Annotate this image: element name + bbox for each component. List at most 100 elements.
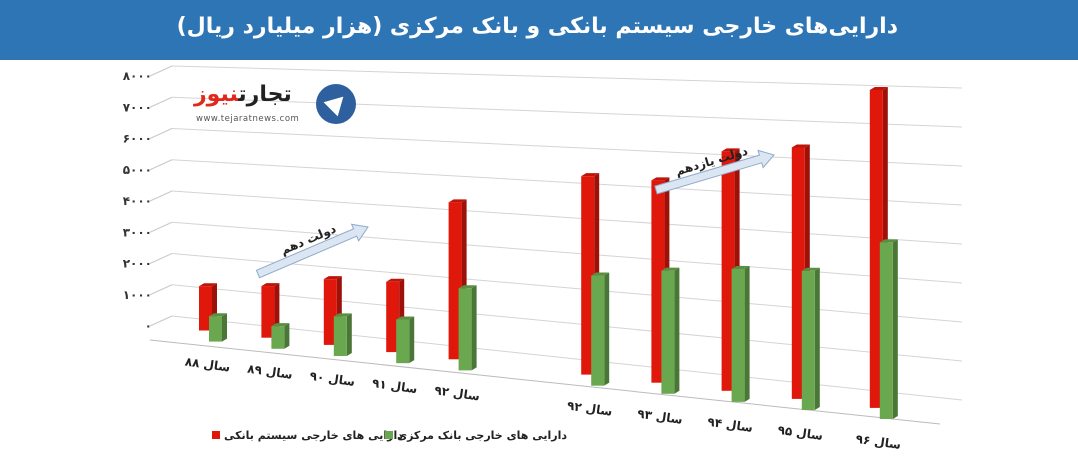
bar-central-bank (661, 270, 675, 394)
y-tick-label: ۸۰۰۰ (123, 69, 152, 83)
bar-top (581, 173, 600, 177)
gridline-depth (149, 190, 173, 202)
x-tick-label: سال ۹۵ (777, 423, 824, 443)
bar-top (199, 283, 217, 287)
bar-side (346, 313, 352, 356)
logo-emblem-icon (316, 84, 356, 124)
floor-edge (149, 339, 941, 425)
gridline (171, 65, 963, 89)
bar-top (801, 267, 820, 271)
bar-top (448, 199, 467, 203)
gridline-depth (149, 65, 173, 77)
bar-banking-system (721, 151, 735, 391)
x-tick-label: سال ۹۱ (371, 376, 418, 396)
y-tick-label: ۳۰۰۰ (123, 225, 152, 239)
bar-side (604, 272, 610, 386)
legend-swatch-central-bank (385, 431, 393, 439)
bar-side (409, 316, 415, 364)
bar-top (721, 148, 740, 152)
y-tick-label: ۵۰۰۰ (123, 163, 152, 177)
bar-top (323, 276, 342, 280)
bar-banking-system (448, 202, 462, 360)
bar-top (791, 144, 810, 148)
x-tick-label: سال ۹۴ (707, 415, 754, 435)
x-tick-label: سال ۸۸ (184, 354, 231, 374)
y-tick-label: ۰ (145, 319, 152, 333)
gridline (171, 284, 963, 362)
bar-side (284, 323, 290, 349)
gridline-depth (149, 284, 173, 296)
bar-central-bank (333, 316, 347, 356)
bar-top (869, 86, 888, 90)
bar-top (333, 313, 352, 317)
gridline (171, 96, 963, 128)
bar-side (471, 285, 477, 371)
bar-top (879, 239, 898, 243)
x-tick-label: سال ۹۳ (636, 407, 683, 427)
gridline-depth (149, 253, 173, 264)
gridline (171, 315, 963, 401)
bar-top (591, 272, 610, 276)
bar-top (731, 265, 750, 269)
bar-central-bank (396, 319, 410, 364)
tejaratnews-logo: تجارتنیوز www.tejaratnews.com (188, 82, 368, 130)
x-tick-label: سال ۹۰ (309, 369, 356, 389)
gridline-depth (149, 159, 173, 171)
bar-top (209, 313, 227, 317)
logo-url: www.tejaratnews.com (196, 114, 300, 124)
gridline-depth (149, 221, 173, 233)
gridline (171, 221, 963, 284)
gridline (171, 253, 963, 323)
bar-central-bank (731, 268, 745, 402)
bar-side (744, 265, 750, 402)
bar-top (386, 278, 405, 282)
bar-banking-system (791, 147, 805, 399)
bar-top (661, 267, 680, 271)
x-tick-label: سال ۹۲ (434, 383, 481, 403)
gridline (171, 159, 963, 206)
bar-side (674, 267, 680, 394)
legend-label-central-bank: دارایی های خارجی بانک مرکزی (397, 429, 567, 442)
bar-central-bank (801, 270, 815, 410)
arrow-dolat-yazdahom: دولت یازدهم (654, 144, 775, 195)
chart: ۰ ۱۰۰۰ ۲۰۰۰ ۳۰۰۰ ۴۰۰۰ ۵۰۰۰ ۶۰۰۰ ۷۰۰۰ ۸۰۰۰ سال ۸۸ س… (123, 65, 963, 452)
y-tick-label: ۲۰۰۰ (123, 257, 152, 271)
bar-top (396, 316, 415, 320)
chart-header: دارایی‌های خارجی سیستم بانکی و بانک مرکز… (0, 0, 1078, 60)
gridline (171, 190, 963, 245)
bar-central-bank (591, 275, 605, 386)
legend-swatch-banking-system (212, 431, 220, 439)
bar-central-bank (458, 288, 472, 371)
bar-banking-system (386, 281, 400, 353)
arrow-shape (255, 223, 369, 279)
bar-top (651, 177, 670, 181)
bar-side (222, 313, 227, 342)
bar-central-bank (271, 326, 285, 349)
y-tick-label: ۱۰۰۰ (123, 288, 152, 302)
x-tick-label: سال ۹۶ (855, 432, 902, 452)
arrow-shape (654, 149, 775, 195)
gridline (171, 128, 963, 167)
bar-banking-system (199, 286, 212, 331)
logo-brand: تجارتنیوز (194, 82, 292, 107)
gridline-depth (149, 128, 173, 139)
y-tick-label: ۴۰۰۰ (123, 194, 152, 208)
gridline-depth (149, 315, 173, 327)
bar-banking-system (261, 286, 275, 338)
bar-banking-system (869, 89, 883, 408)
bar-banking-system (323, 279, 337, 345)
legend-label-banking-system: دارایی های خارجی سیستم بانکی (224, 429, 403, 442)
gridline-depth (149, 96, 173, 108)
bar-central-bank (209, 316, 222, 342)
bar-banking-system (581, 176, 595, 375)
bar-side (892, 239, 898, 419)
bar-central-bank (879, 242, 893, 419)
chart-title: دارایی‌های خارجی سیستم بانکی و بانک مرکز… (176, 14, 898, 39)
bar-top (261, 283, 280, 287)
bar-top (271, 323, 290, 327)
y-tick-label: ۶۰۰۰ (123, 132, 152, 146)
bar-banking-system (651, 180, 665, 383)
arrow-dolat-dahom: دولت دهم (255, 221, 369, 279)
y-tick-label: ۷۰۰۰ (123, 100, 152, 114)
bar-top (458, 285, 477, 289)
